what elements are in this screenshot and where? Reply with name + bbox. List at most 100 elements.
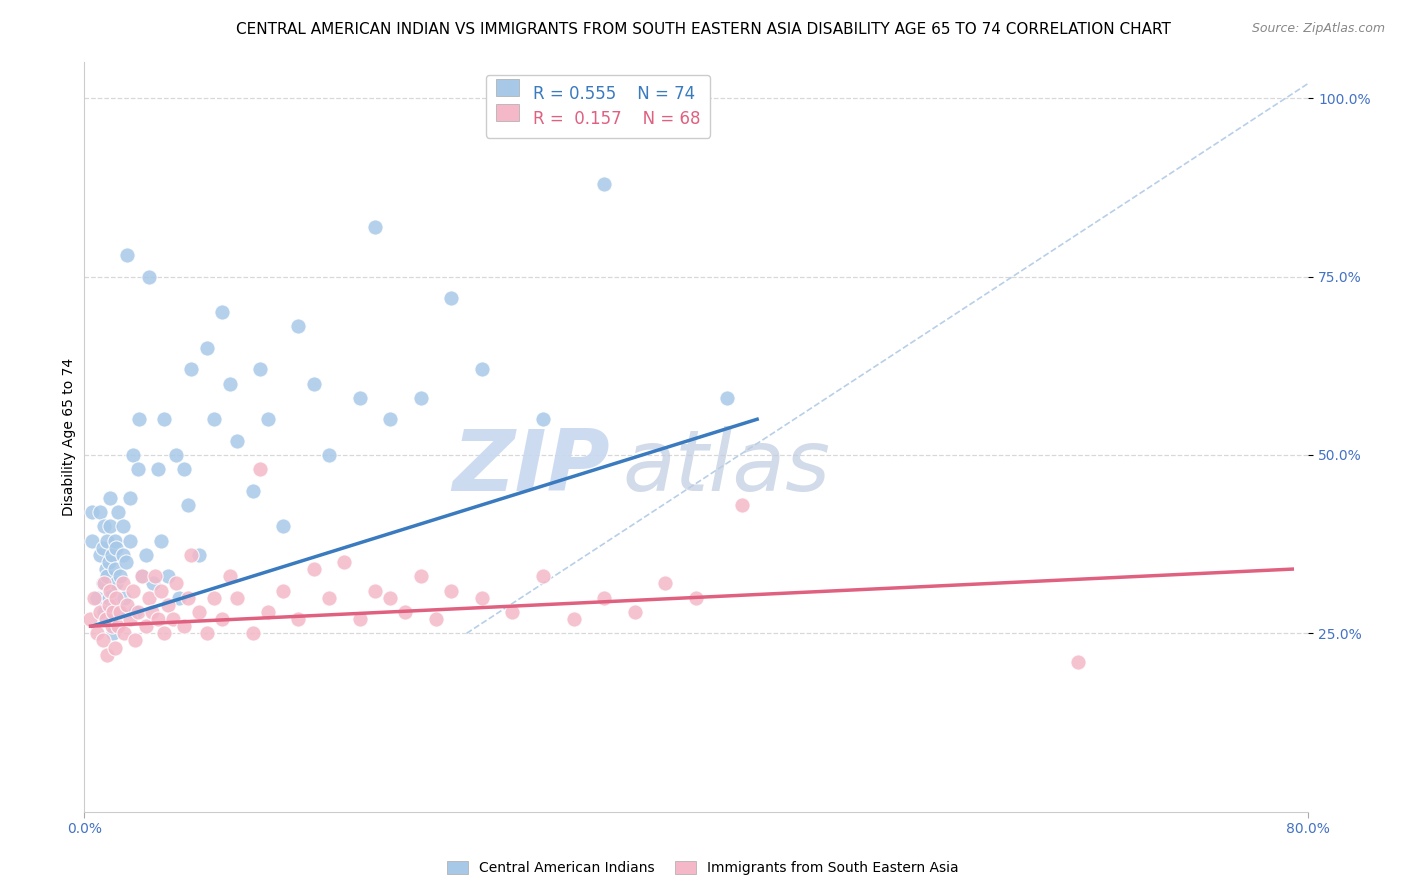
Point [195,626,218,640]
Point [177,498,200,512]
Point [131,569,153,583]
Point [80,533,103,548]
Point [141,605,163,619]
Point [101,619,124,633]
Text: Source: ZipAtlas.com: Source: ZipAtlas.com [1251,22,1385,36]
Point [685,591,707,605]
Point [97,555,120,569]
Point [131,569,153,583]
Point [114,555,136,569]
Point [271,583,294,598]
Point [105,541,128,555]
Point [98,491,121,505]
Point [731,498,754,512]
Point [94,562,117,576]
Point [257,605,280,619]
Point [302,376,325,391]
Point [211,612,233,626]
Point [108,569,131,583]
Point [218,376,240,391]
Point [257,412,280,426]
Point [93,605,115,619]
Point [409,569,432,583]
Point [80,505,103,519]
Point [364,583,387,598]
Point [364,219,387,234]
Point [107,619,129,633]
Point [89,605,111,619]
Point [409,391,432,405]
Point [108,605,131,619]
Point [105,576,128,591]
Point [146,612,169,626]
Point [211,305,233,319]
Point [112,591,135,605]
Point [593,177,616,191]
Point [157,598,180,612]
Point [135,619,157,633]
Point [287,612,309,626]
Y-axis label: Disability Age 65 to 74: Disability Age 65 to 74 [62,358,76,516]
Point [89,548,111,562]
Point [562,612,585,626]
Point [97,598,120,612]
Point [89,505,111,519]
Point [1067,655,1090,669]
Point [127,462,149,476]
Point [440,583,463,598]
Point [97,591,120,605]
Point [124,605,146,619]
Point [380,591,402,605]
Point [440,291,463,305]
Point [226,591,249,605]
Point [96,612,118,626]
Point [380,412,402,426]
Point [93,519,115,533]
Point [165,448,187,462]
Point [177,591,200,605]
Point [180,362,202,376]
Point [138,591,160,605]
Point [120,533,142,548]
Point [91,541,114,555]
Point [349,612,371,626]
Point [165,576,187,591]
Point [138,269,160,284]
Point [111,548,134,562]
Point [104,533,127,548]
Point [202,591,225,605]
Point [242,626,264,640]
Point [149,533,172,548]
Point [425,612,447,626]
Legend: Central American Indians, Immigrants from South Eastern Asia: Central American Indians, Immigrants fro… [441,855,965,880]
Point [242,483,264,498]
Point [103,605,125,619]
Point [79,612,101,626]
Point [115,248,138,262]
Point [188,548,211,562]
Point [111,519,134,533]
Point [195,341,218,355]
Point [107,505,129,519]
Point [271,519,294,533]
Point [593,591,616,605]
Point [226,434,249,448]
Point [96,569,118,583]
Text: atlas: atlas [623,425,831,508]
Point [149,583,172,598]
Point [120,491,142,505]
Point [104,640,127,655]
Point [318,591,340,605]
Point [120,612,142,626]
Point [218,569,240,583]
Text: ZIP: ZIP [453,425,610,508]
Point [202,412,225,426]
Point [124,633,146,648]
Point [122,583,145,598]
Point [188,605,211,619]
Point [112,626,135,640]
Point [153,412,176,426]
Point [173,462,195,476]
Point [105,591,128,605]
Point [98,519,121,533]
